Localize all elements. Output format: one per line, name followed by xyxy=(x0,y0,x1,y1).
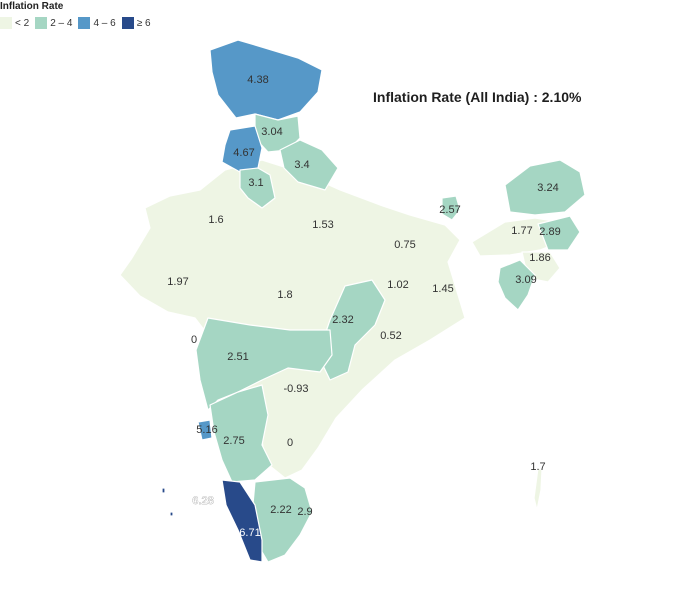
value-label: 3.4 xyxy=(294,159,309,171)
value-label: 3.04 xyxy=(261,126,282,138)
legend-swatch xyxy=(78,17,91,29)
region-kerala[interactable] xyxy=(221,479,263,563)
legend-title: Inflation Rate xyxy=(0,1,64,12)
region-jammu-kashmir[interactable] xyxy=(209,39,323,121)
value-label: 1.7 xyxy=(530,461,545,473)
value-label: 1.86 xyxy=(529,252,550,264)
legend-swatch xyxy=(35,17,48,29)
region-sikkim[interactable] xyxy=(441,195,461,221)
value-label: 2.51 xyxy=(227,351,248,363)
legend-swatch xyxy=(0,17,12,29)
all-india-headline: Inflation Rate (All India) : 2.10% xyxy=(373,89,582,105)
legend-label: < 2 xyxy=(15,17,30,29)
value-label: 6.71 xyxy=(239,527,260,539)
region-andaman[interactable] xyxy=(533,467,543,511)
legend-item-4-6: 4 – 6 xyxy=(78,17,116,29)
region-tripura[interactable] xyxy=(497,259,536,311)
value-label: 2.89 xyxy=(539,226,560,238)
region-mainland-base[interactable] xyxy=(119,159,466,479)
region-karnataka[interactable] xyxy=(209,384,273,483)
value-label: 2.22 xyxy=(270,504,291,516)
legend-item-2-4: 2 – 4 xyxy=(35,17,72,29)
value-label: 0.52 xyxy=(380,330,401,342)
value-label: 2.9 xyxy=(297,506,312,518)
value-label: 3.1 xyxy=(248,177,263,189)
value-label: 2.57 xyxy=(439,204,460,216)
value-label: -0.93 xyxy=(283,383,308,395)
value-label: 0 xyxy=(191,334,197,346)
legend-item-ge6: ≥ 6 xyxy=(121,17,151,29)
value-label: 5.16 xyxy=(196,424,217,436)
value-label: 1.45 xyxy=(432,283,453,295)
value-label: 1.53 xyxy=(312,219,333,231)
value-label: 6.28 xyxy=(192,495,213,507)
region-uttarakhand[interactable] xyxy=(279,139,339,191)
region-haryana[interactable] xyxy=(239,167,276,209)
value-label: 2.75 xyxy=(223,435,244,447)
legend-item-lt2: < 2 xyxy=(0,17,29,29)
region-lakshadweep[interactable] xyxy=(161,487,174,517)
legend-label: 2 – 4 xyxy=(50,17,73,29)
legend: < 2 2 – 4 4 – 6 ≥ 6 xyxy=(0,16,157,30)
value-label: 1.77 xyxy=(511,225,532,237)
value-label: 1.6 xyxy=(208,214,223,226)
region-arunachal[interactable] xyxy=(504,159,586,216)
value-label: 4.67 xyxy=(233,147,254,159)
legend-label: 4 – 6 xyxy=(93,17,116,29)
legend-label: ≥ 6 xyxy=(136,17,151,29)
region-maharashtra[interactable] xyxy=(195,317,333,411)
legend-swatch xyxy=(121,17,134,29)
value-label: 1.8 xyxy=(277,289,292,301)
value-label: 0 xyxy=(287,437,293,449)
region-goa[interactable] xyxy=(197,419,213,441)
value-label: 4.38 xyxy=(247,74,268,86)
region-nagaland[interactable] xyxy=(537,215,581,251)
value-label: 1.97 xyxy=(167,276,188,288)
value-label: 0.75 xyxy=(394,239,415,251)
value-label: 1.02 xyxy=(387,279,408,291)
value-label: 3.09 xyxy=(515,274,536,286)
value-label: 2.32 xyxy=(332,314,353,326)
value-label: 3.24 xyxy=(537,182,558,194)
